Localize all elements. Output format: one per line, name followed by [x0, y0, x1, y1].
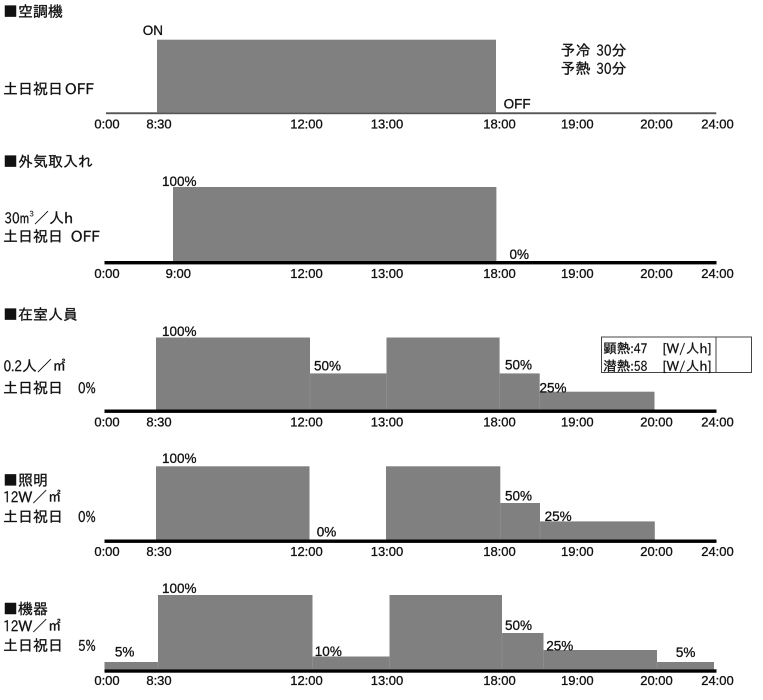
svg-text:19:00: 19:00: [561, 414, 594, 429]
svg-text:0%: 0%: [510, 247, 530, 262]
svg-text:12:00: 12:00: [290, 544, 323, 559]
svg-text:8:30: 8:30: [146, 414, 171, 429]
svg-text:24:00: 24:00: [701, 117, 734, 132]
svg-text:12:00: 12:00: [290, 673, 323, 688]
svg-text:25%: 25%: [540, 380, 567, 395]
svg-text:5%: 5%: [676, 645, 696, 660]
svg-text:9:00: 9:00: [166, 266, 191, 281]
svg-text:100%: 100%: [162, 581, 197, 596]
svg-text:ON: ON: [143, 23, 163, 38]
svg-text:12:00: 12:00: [290, 117, 323, 132]
svg-text:24:00: 24:00: [701, 266, 734, 281]
svg-text:20:00: 20:00: [640, 266, 673, 281]
svg-text:19:00: 19:00: [561, 544, 594, 559]
svg-text:12:00: 12:00: [290, 414, 323, 429]
svg-text:25%: 25%: [545, 509, 572, 524]
svg-text:24:00: 24:00: [701, 414, 734, 429]
svg-text:20:00: 20:00: [640, 414, 673, 429]
svg-text:5%: 5%: [115, 645, 135, 660]
svg-text:24:00: 24:00: [701, 673, 734, 688]
svg-text:50%: 50%: [505, 488, 532, 503]
svg-text:18:00: 18:00: [483, 117, 516, 132]
svg-text:0:00: 0:00: [94, 544, 119, 559]
svg-text:18:00: 18:00: [483, 414, 516, 429]
svg-text:50%: 50%: [505, 357, 532, 372]
svg-text:18:00: 18:00: [483, 266, 516, 281]
svg-text:8:30: 8:30: [146, 673, 171, 688]
svg-text:100%: 100%: [162, 451, 197, 466]
svg-text:20:00: 20:00: [640, 117, 673, 132]
svg-text:18:00: 18:00: [483, 673, 516, 688]
svg-text:13:00: 13:00: [371, 117, 404, 132]
svg-text:0:00: 0:00: [94, 673, 119, 688]
svg-text:13:00: 13:00: [371, 266, 404, 281]
svg-text:18:00: 18:00: [483, 544, 516, 559]
svg-text:13:00: 13:00: [371, 414, 404, 429]
svg-text:13:00: 13:00: [371, 544, 404, 559]
svg-text:13:00: 13:00: [371, 673, 404, 688]
svg-text:100%: 100%: [162, 174, 197, 189]
svg-text:24:00: 24:00: [701, 544, 734, 559]
svg-text:8:30: 8:30: [146, 117, 171, 132]
svg-text:8:30: 8:30: [146, 544, 171, 559]
svg-text:100%: 100%: [162, 324, 197, 339]
svg-text:0:00: 0:00: [94, 266, 119, 281]
svg-text:0:00: 0:00: [94, 414, 119, 429]
svg-text:50%: 50%: [314, 359, 341, 374]
svg-text:19:00: 19:00: [561, 117, 594, 132]
svg-text:0:00: 0:00: [94, 117, 119, 132]
svg-text:20:00: 20:00: [640, 544, 673, 559]
svg-text:20:00: 20:00: [640, 673, 673, 688]
svg-text:25%: 25%: [546, 639, 573, 654]
svg-text:19:00: 19:00: [561, 266, 594, 281]
svg-text:10%: 10%: [315, 644, 342, 659]
svg-text:19:00: 19:00: [561, 673, 594, 688]
svg-text:0%: 0%: [317, 525, 337, 540]
svg-text:OFF: OFF: [504, 96, 531, 111]
svg-text:50%: 50%: [505, 618, 532, 633]
svg-text:12:00: 12:00: [290, 266, 323, 281]
